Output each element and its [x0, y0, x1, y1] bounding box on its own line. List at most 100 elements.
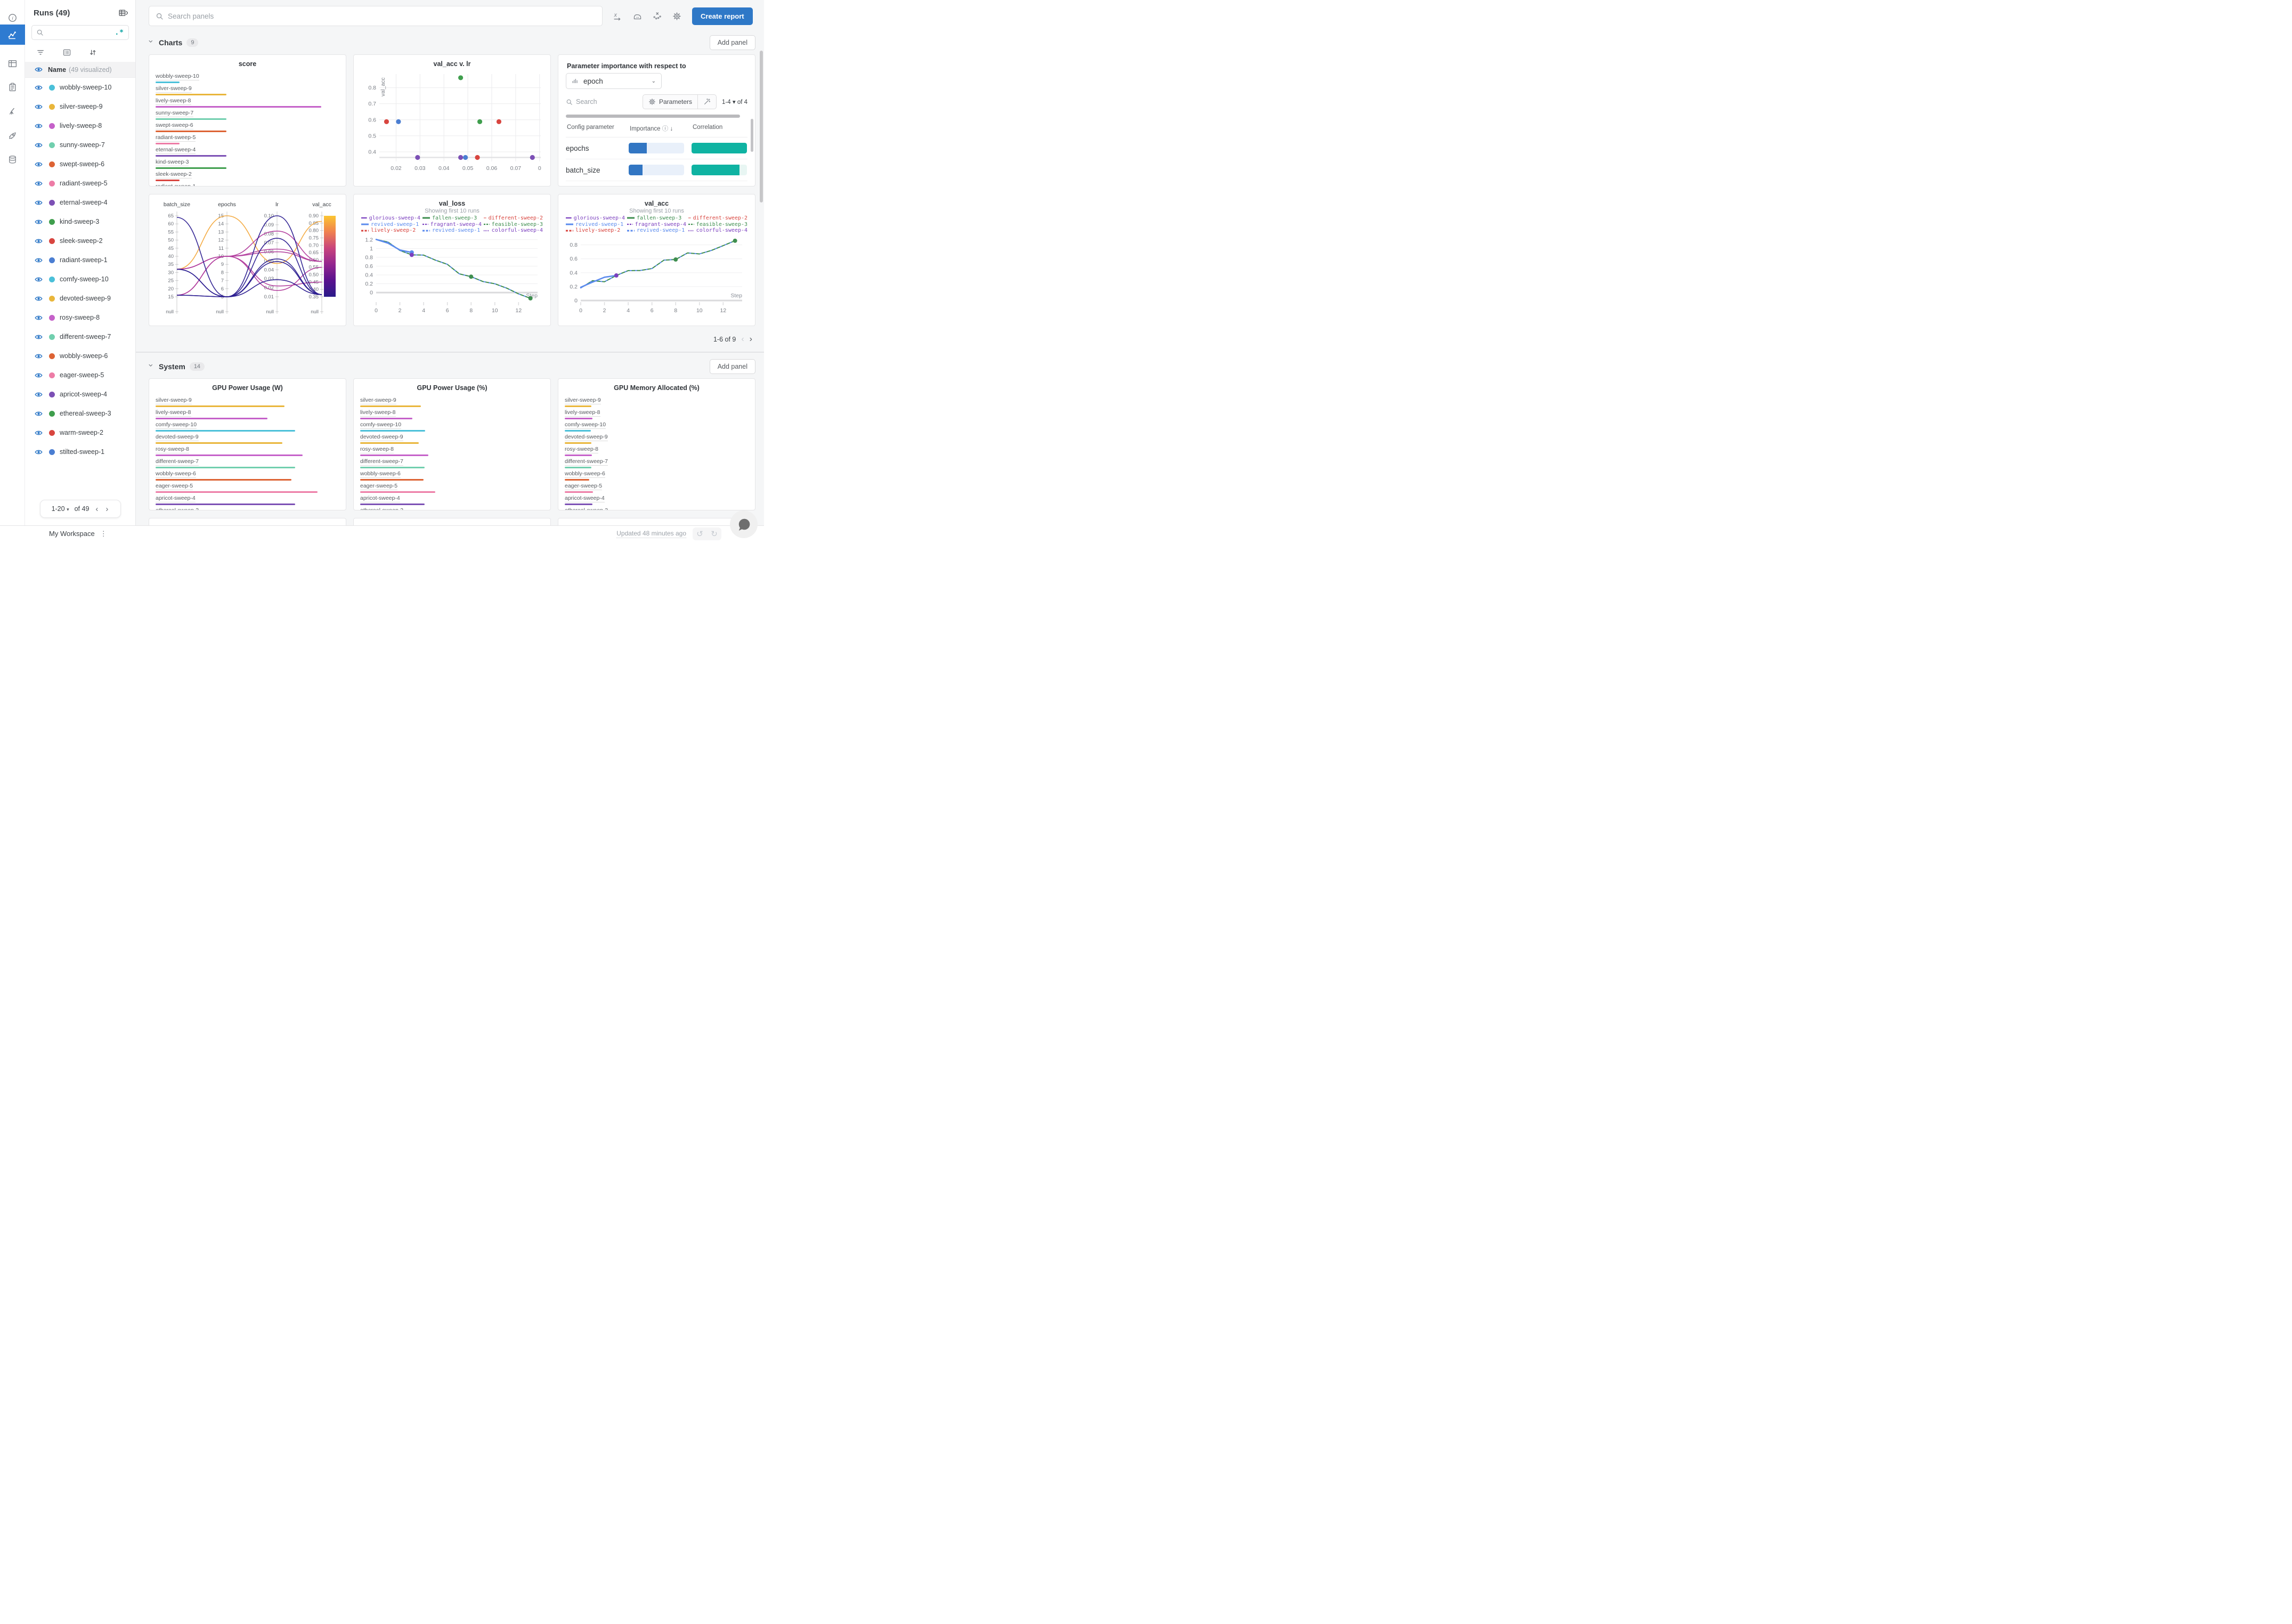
run-row[interactable]: different-sweep-7: [25, 327, 135, 346]
importance-search[interactable]: Search: [566, 98, 639, 105]
bar-row[interactable]: wobbly-sweep-6: [156, 468, 339, 481]
eye-icon[interactable]: [35, 275, 43, 283]
runs-search[interactable]: .*: [31, 25, 129, 40]
bar-row[interactable]: different-sweep-7: [156, 456, 339, 468]
eye-icon[interactable]: [35, 84, 43, 92]
importance-row[interactable]: epochs: [566, 137, 747, 159]
bar-row[interactable]: lively-sweep-8: [156, 407, 339, 419]
legend-item[interactable]: lively-sweep-2: [566, 228, 625, 233]
panel-search-input[interactable]: [168, 12, 596, 20]
regex-toggle-icon[interactable]: .*: [115, 28, 124, 37]
run-name[interactable]: silver-sweep-9: [60, 103, 103, 110]
eye-icon[interactable]: [35, 333, 43, 341]
bar-row[interactable]: comfy-sweep-10: [156, 419, 339, 432]
outliers-icon[interactable]: [653, 12, 662, 21]
bar-row[interactable]: lively-sweep-8: [156, 95, 339, 108]
run-row[interactable]: eternal-sweep-4: [25, 193, 135, 212]
run-name[interactable]: sunny-sweep-7: [60, 141, 105, 149]
bar-row[interactable]: wobbly-sweep-6: [565, 468, 749, 481]
create-report-button[interactable]: Create report: [692, 7, 753, 25]
bar-label[interactable]: apricot-sweep-4: [360, 495, 400, 502]
collapse-charts-icon[interactable]: [149, 40, 155, 46]
panel-score[interactable]: score wobbly-sweep-10 silver-sweep-9 livel…: [149, 54, 346, 186]
run-row[interactable]: warm-sweep-2: [25, 423, 135, 442]
run-name[interactable]: wobbly-sweep-6: [60, 352, 108, 360]
smoothing-icon[interactable]: [633, 12, 642, 21]
eye-icon[interactable]: [35, 314, 43, 322]
charts-prev-button[interactable]: ‹: [741, 335, 744, 344]
prev-page-button[interactable]: ‹: [95, 504, 99, 514]
bar-label[interactable]: eager-sweep-5: [565, 483, 603, 490]
chat-help-button[interactable]: [730, 510, 758, 538]
panel-val-acc[interactable]: val_acc Showing first 10 runs glorious-s…: [558, 194, 755, 326]
bar-row[interactable]: eager-sweep-5: [565, 481, 749, 493]
bar-label[interactable]: different-sweep-7: [360, 458, 403, 466]
bar-row[interactable]: silver-sweep-9: [156, 83, 339, 95]
bar-row[interactable]: rosy-sweep-8: [156, 444, 339, 456]
run-row[interactable]: rosy-sweep-8: [25, 308, 135, 327]
bar-row[interactable]: devoted-sweep-9: [156, 432, 339, 444]
kebab-menu-icon[interactable]: ⋮: [100, 529, 107, 538]
workspace-name[interactable]: My Workspace: [49, 530, 95, 538]
bar-label[interactable]: radiant-sweep-1: [156, 183, 196, 186]
bar-label[interactable]: ethereal-sweep-3: [156, 507, 199, 510]
legend-item[interactable]: revived-sweep-1: [627, 228, 686, 233]
page-range-dropdown[interactable]: 1-20 ▾: [51, 505, 69, 513]
rail-item-database[interactable]: [0, 149, 25, 169]
bar-row[interactable]: devoted-sweep-9: [360, 432, 544, 444]
run-row[interactable]: ethereal-sweep-3: [25, 404, 135, 423]
legend-item[interactable]: revived-sweep-1: [361, 222, 420, 227]
legend-item[interactable]: lively-sweep-2: [361, 228, 420, 233]
bar-row[interactable]: wobbly-sweep-10: [156, 71, 339, 83]
bar-label[interactable]: devoted-sweep-9: [565, 434, 608, 441]
panel-search[interactable]: [149, 6, 603, 26]
bar-row[interactable]: rosy-sweep-8: [565, 444, 749, 456]
bar-label[interactable]: rosy-sweep-8: [156, 446, 190, 453]
legend-item[interactable]: fallen-sweep-3: [627, 215, 686, 221]
legend-item[interactable]: fallen-sweep-3: [422, 215, 482, 221]
importance-metric-dropdown[interactable]: epoch ⌄: [566, 73, 662, 89]
run-row[interactable]: stilted-sweep-1: [25, 442, 135, 461]
rail-item-clipboard[interactable]: [0, 77, 25, 97]
run-name[interactable]: stilted-sweep-1: [60, 448, 105, 456]
bar-row[interactable]: sunny-sweep-7: [156, 108, 339, 120]
undo-button[interactable]: ↺: [696, 529, 703, 539]
x-axis-settings-icon[interactable]: x: [613, 12, 622, 21]
run-name[interactable]: radiant-sweep-1: [60, 256, 108, 264]
legend-item[interactable]: different-sweep-2: [484, 215, 543, 221]
run-name[interactable]: apricot-sweep-4: [60, 391, 107, 398]
legend-item[interactable]: glorious-sweep-4: [566, 215, 625, 221]
run-name[interactable]: swept-sweep-6: [60, 160, 105, 168]
bar-label[interactable]: eager-sweep-5: [156, 483, 193, 490]
magic-wand-button[interactable]: [698, 95, 716, 109]
legend-item[interactable]: colorful-sweep-4: [688, 228, 747, 233]
importance-row[interactable]: batch_size: [566, 159, 747, 181]
bar-row[interactable]: radiant-sweep-5: [156, 132, 339, 144]
bar-row[interactable]: comfy-sweep-10: [360, 419, 544, 432]
panel-parameter-importance[interactable]: Parameter importance with respect to epo…: [558, 54, 755, 186]
bar-row[interactable]: silver-sweep-9: [156, 395, 339, 407]
bar-label[interactable]: swept-sweep-6: [156, 122, 193, 129]
eye-icon[interactable]: [35, 66, 43, 74]
legend-item[interactable]: fragrant-sweep-4: [422, 222, 482, 227]
rail-item-info[interactable]: i: [0, 7, 25, 28]
bar-label[interactable]: apricot-sweep-4: [565, 495, 605, 502]
bar-row[interactable]: silver-sweep-9: [565, 395, 749, 407]
eye-icon[interactable]: [35, 218, 43, 226]
bar-label[interactable]: lively-sweep-8: [156, 98, 191, 105]
bar-label[interactable]: silver-sweep-9: [156, 85, 192, 93]
bar-label[interactable]: ethereal-sweep-3: [360, 507, 403, 510]
bar-label[interactable]: devoted-sweep-9: [360, 434, 403, 441]
panel-gpu-power-w[interactable]: GPU Power Usage (W) silver-sweep-9 lively…: [149, 378, 346, 510]
run-row[interactable]: kind-sweep-3: [25, 212, 135, 231]
bar-row[interactable]: different-sweep-7: [360, 456, 544, 468]
parameters-manager-button[interactable]: Parameters: [643, 95, 697, 109]
run-row[interactable]: silver-sweep-9: [25, 97, 135, 116]
panel-val-acc-v-lr[interactable]: val_acc v. lr 0.02 0.03 0.04 0.05 0.06 0.07 0 0…: [353, 54, 551, 186]
run-row[interactable]: devoted-sweep-9: [25, 289, 135, 308]
bar-label[interactable]: silver-sweep-9: [156, 397, 192, 404]
sort-icon[interactable]: [89, 48, 97, 56]
bar-row[interactable]: eternal-sweep-4: [156, 144, 339, 157]
charts-next-button[interactable]: ›: [749, 335, 752, 344]
eye-icon[interactable]: [35, 103, 43, 111]
